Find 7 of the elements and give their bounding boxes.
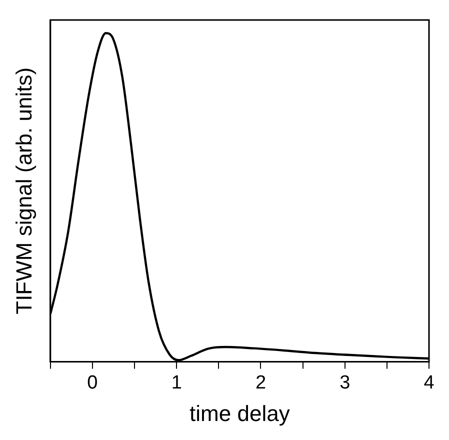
x-tick-label: 3	[340, 372, 350, 394]
x-tick-label: 2	[255, 372, 266, 394]
x-tick-label: 0	[87, 372, 98, 394]
x-axis-title: time delay	[190, 400, 290, 426]
x-tick-label: 4	[424, 372, 435, 394]
x-tick-label: 1	[171, 372, 182, 394]
y-axis-title: TIFWM signal (arb. units)	[11, 67, 36, 314]
